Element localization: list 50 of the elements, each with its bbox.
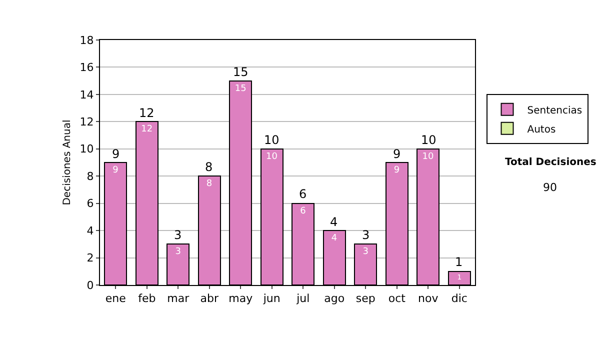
data-label: 6 [300, 206, 306, 216]
y-tick-label: 14 [80, 88, 94, 102]
total-label: 9 [112, 147, 120, 161]
y-tick-label: 10 [80, 142, 94, 156]
data-label: 3 [362, 247, 368, 258]
text: Total Decisiones [505, 157, 596, 168]
total-label: 10 [421, 133, 436, 147]
x-tick-label: dic [451, 292, 468, 306]
y-tick-label: 4 [86, 224, 94, 238]
total-label: 1 [455, 255, 463, 269]
x-tick-label: nov [418, 292, 439, 306]
y-tick-label: 0 [86, 278, 94, 292]
data-label: 4 [331, 234, 338, 244]
data-label: 10 [266, 152, 278, 162]
legend-label: Autos [527, 124, 556, 136]
data-label: 9 [394, 166, 400, 176]
y-tick-label: 12 [80, 116, 94, 129]
y-tick-label: 18 [80, 34, 94, 47]
data-label: 3 [175, 247, 181, 258]
x-tick-label: jun [262, 292, 280, 306]
text: 90 [543, 181, 557, 194]
x-tick-label: sep [356, 292, 376, 306]
data-label: 9 [112, 166, 119, 176]
y-tick-label: 16 [80, 61, 94, 74]
total-label: 6 [299, 187, 307, 201]
data-label: 15 [234, 84, 246, 94]
y-tick-label: 6 [86, 197, 94, 210]
total-label: 10 [264, 133, 280, 147]
data-label: 10 [422, 152, 434, 162]
total-label: 3 [362, 228, 370, 242]
y-tick-label: 2 [86, 252, 94, 265]
total-label: 9 [393, 147, 401, 161]
y-axis-title: Decisiones Anual [62, 120, 73, 206]
data-label: 8 [206, 179, 212, 190]
total-label: 3 [174, 228, 182, 242]
total-label: 8 [205, 160, 213, 174]
legend-label: Sentencias [527, 105, 582, 116]
total-label: 15 [233, 65, 248, 79]
data-label: 12 [141, 124, 153, 135]
x-tick-label: oct [388, 292, 406, 306]
x-tick-label: feb [138, 292, 156, 306]
x-tick-label: abr [200, 292, 219, 306]
x-tick-label: jul [296, 292, 310, 306]
x-tick-label: mar [167, 292, 190, 306]
x-tick-label: may [228, 292, 254, 306]
y-tick-label: 8 [86, 170, 94, 183]
x-tick-label: ago [324, 292, 345, 306]
x-tick-label: ene [105, 292, 126, 306]
total-label: 4 [330, 215, 338, 229]
total-label: 12 [139, 106, 154, 120]
